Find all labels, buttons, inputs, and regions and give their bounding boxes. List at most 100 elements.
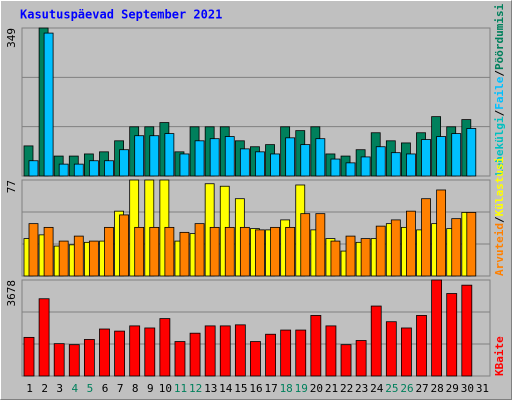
bar: [58, 240, 69, 277]
bar: [421, 198, 431, 277]
bar: [330, 240, 341, 277]
bar: [461, 284, 473, 377]
bar: [401, 327, 412, 377]
x-tick-label: 8: [132, 382, 139, 395]
x-tick-label: 12: [189, 382, 202, 395]
bar: [451, 218, 462, 277]
bar: [466, 128, 477, 177]
x-tick-label: 18: [280, 382, 293, 395]
bar: [239, 226, 250, 277]
x-tick-label: 6: [102, 382, 109, 395]
bar: [73, 163, 84, 177]
bar: [255, 229, 265, 277]
bar: [104, 226, 114, 277]
bar: [390, 152, 401, 177]
bar: [73, 235, 84, 277]
bar: [345, 162, 356, 177]
x-tick-label: 5: [87, 382, 94, 395]
bar: [88, 240, 99, 277]
bar: [436, 189, 447, 277]
bar: [38, 298, 50, 377]
bar: [68, 344, 80, 377]
bar: [280, 329, 292, 377]
bar: [315, 213, 326, 277]
bar: [179, 231, 190, 277]
bar: [300, 213, 311, 277]
y-tick-label: 349: [5, 28, 18, 48]
bar: [325, 325, 337, 377]
bar: [194, 223, 205, 277]
bar: [451, 133, 462, 177]
y-tick-label: 3678: [5, 280, 18, 307]
bar: [58, 163, 69, 177]
legend: KBaite: [493, 336, 506, 376]
bar: [164, 133, 175, 177]
bar: [360, 156, 371, 177]
bar: [104, 160, 114, 177]
bar: [209, 138, 220, 177]
x-tick-label: 16: [249, 382, 262, 395]
bar: [466, 212, 477, 277]
bar: [23, 336, 35, 377]
bar: [375, 146, 386, 177]
bar: [119, 149, 129, 177]
bar: [310, 315, 322, 377]
bar: [99, 328, 110, 377]
legend-separator: /: [493, 109, 506, 116]
chart-title: Kasutuspäevad September 2021: [20, 8, 222, 22]
bar: [209, 226, 220, 277]
bar: [446, 293, 458, 377]
x-tick-label: 23: [355, 382, 368, 395]
x-tick-label: 31: [476, 382, 489, 395]
legend-entry: Lehekülgi: [493, 116, 506, 176]
bar: [265, 333, 276, 377]
bar: [250, 341, 261, 377]
x-tick-label: 24: [370, 382, 384, 395]
x-tick-label: 22: [340, 382, 353, 395]
bar: [436, 136, 447, 177]
legend-entry: KBaite: [493, 336, 506, 376]
bar: [340, 344, 352, 377]
bar: [360, 238, 371, 277]
x-tick-label: 20: [310, 382, 323, 395]
x-tick-label: 1: [26, 382, 33, 395]
bar: [300, 144, 311, 177]
bar: [174, 341, 186, 377]
bar: [129, 325, 141, 377]
x-tick-label: 11: [174, 382, 187, 395]
bar: [43, 32, 54, 177]
x-tick-label: 10: [159, 382, 172, 395]
bar: [149, 226, 160, 277]
x-tick-label: 29: [446, 382, 459, 395]
bar: [255, 151, 265, 177]
x-tick-label: 27: [415, 382, 428, 395]
bar: [134, 226, 145, 277]
bar: [224, 226, 235, 277]
bar: [315, 138, 326, 177]
legend-entry: Faile: [493, 76, 506, 109]
bar: [345, 235, 356, 277]
bar: [179, 153, 190, 177]
x-tick-label: 25: [385, 382, 398, 395]
x-tick-label: 14: [219, 382, 233, 395]
bar: [219, 325, 231, 377]
bar: [370, 305, 382, 377]
x-tick-label: 21: [325, 382, 338, 395]
legend: Lehekülgi/Faile/Pöördumisi: [493, 3, 506, 176]
bar: [83, 339, 95, 377]
bar: [406, 210, 416, 277]
bar: [164, 226, 175, 277]
y-tick-label: 77: [5, 180, 18, 193]
bar: [355, 340, 367, 377]
x-tick-label: 3: [56, 382, 63, 395]
x-tick-label: 26: [400, 382, 413, 395]
x-tick-label: 17: [264, 382, 277, 395]
bar: [189, 332, 201, 377]
bar: [194, 140, 205, 177]
x-tick-label: 30: [461, 382, 474, 395]
bar: [406, 153, 416, 177]
legend-separator: /: [493, 216, 506, 223]
bar: [149, 135, 160, 177]
x-tick-label: 28: [431, 382, 444, 395]
